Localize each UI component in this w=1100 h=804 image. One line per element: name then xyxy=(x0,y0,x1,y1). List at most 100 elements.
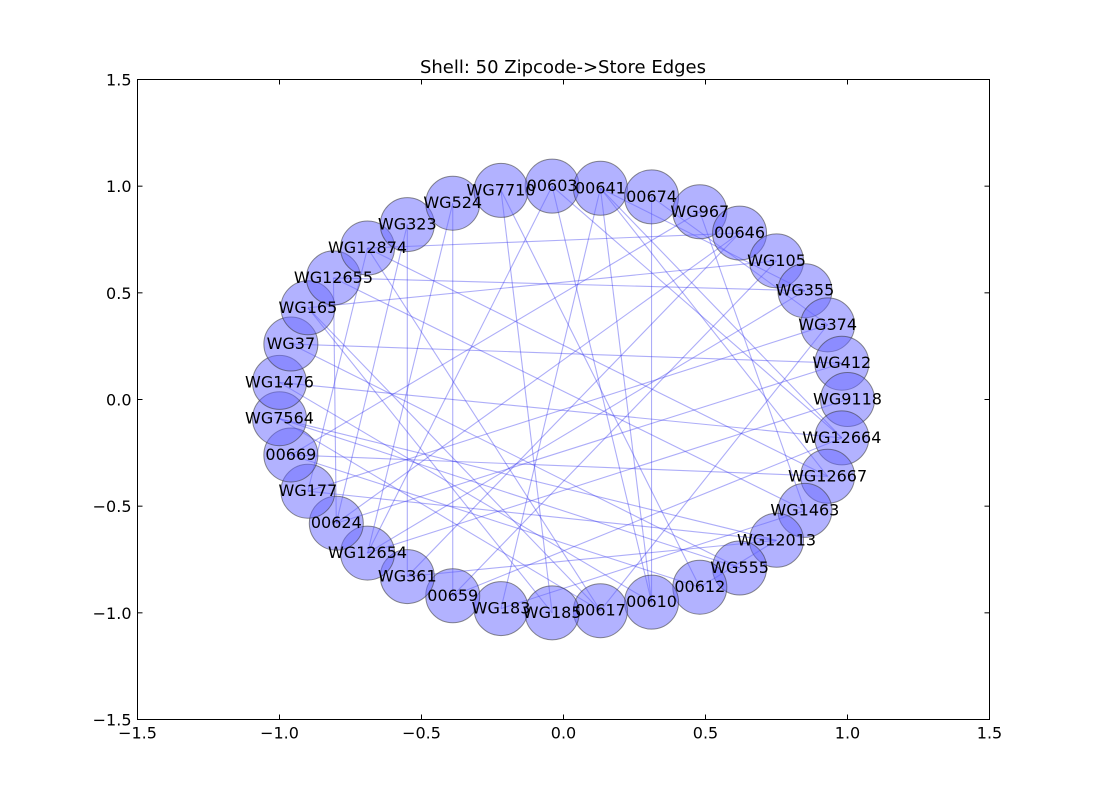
node-label: WG374 xyxy=(798,315,857,334)
y-tick-label: 1.5 xyxy=(106,71,131,90)
node-label: WG9118 xyxy=(813,390,882,409)
chart-title: Shell: 50 Zipcode->Store Edges xyxy=(420,57,706,78)
network-edge xyxy=(600,187,843,439)
node-label: WG967 xyxy=(670,202,729,221)
y-tick-label: −0.5 xyxy=(93,497,132,516)
network-edge xyxy=(551,185,843,439)
node-label: WG12667 xyxy=(788,466,867,485)
x-tick-label: 1.0 xyxy=(835,724,860,743)
node-label: 00603 xyxy=(527,176,578,195)
x-tick-label: 0.0 xyxy=(551,724,576,743)
network-edge xyxy=(279,418,601,612)
y-tick-label: −1.5 xyxy=(93,711,132,730)
network-edge xyxy=(500,190,701,588)
x-tick-label: −1.0 xyxy=(260,724,299,743)
edges-layer xyxy=(279,185,848,614)
network-node xyxy=(473,162,529,218)
network-edge xyxy=(599,187,829,477)
network-edge xyxy=(699,211,806,511)
node-label: WG185 xyxy=(523,603,582,622)
network-edge xyxy=(335,232,740,524)
y-tick-label: 1.0 xyxy=(106,177,131,196)
network-edge xyxy=(407,539,777,578)
network-edge xyxy=(307,324,828,492)
network-edge xyxy=(500,190,553,613)
network-node xyxy=(379,197,435,253)
network-edge xyxy=(279,381,842,439)
node-label: 00669 xyxy=(265,445,316,464)
network-edge xyxy=(307,260,777,309)
network-edge xyxy=(307,307,553,614)
network-edge xyxy=(290,454,828,477)
network-edge xyxy=(367,247,601,611)
network-edge xyxy=(279,418,777,541)
y-tick-label: −1.0 xyxy=(93,604,132,623)
node-label: WG12013 xyxy=(737,530,816,549)
network-edge xyxy=(500,188,601,609)
node-label: WG12874 xyxy=(328,238,407,257)
network-edge xyxy=(599,324,829,612)
node-label: 00674 xyxy=(626,187,677,206)
network-edge xyxy=(290,211,701,456)
node-label: WG177 xyxy=(279,481,338,500)
network-edge xyxy=(367,185,553,554)
network-edge xyxy=(333,277,806,511)
axes-layer: −1.5 −1.0 −0.5 0.0 0.5 1.0 1.5 −1.5 −1.0 −0.5 0.0 0… xyxy=(93,71,1003,743)
node-label: WG12655 xyxy=(294,268,373,287)
node-label: WG323 xyxy=(378,215,437,234)
network-edge xyxy=(551,186,653,603)
node-label: WG12654 xyxy=(328,543,407,562)
network-edge xyxy=(367,398,848,554)
node-label: 00646 xyxy=(714,223,765,242)
network-edge xyxy=(452,260,777,597)
network-edge xyxy=(290,343,740,569)
network-edge xyxy=(335,224,408,524)
node-label: WG7564 xyxy=(245,409,314,428)
node-label: 00612 xyxy=(674,577,725,596)
network-edge xyxy=(290,343,842,364)
network-edge xyxy=(307,307,601,612)
network-edge xyxy=(290,454,700,588)
network-edge xyxy=(367,247,828,477)
x-tick-label: 1.5 xyxy=(977,724,1002,743)
network-edge xyxy=(336,362,842,524)
node-label: WG1463 xyxy=(770,500,839,519)
node-label: 00610 xyxy=(626,592,677,611)
network-edge xyxy=(333,277,805,292)
node-label: WG37 xyxy=(267,334,316,353)
network-edge xyxy=(279,381,652,603)
nodes-layer xyxy=(252,158,875,641)
node-label: 00641 xyxy=(575,178,626,197)
node-label: WG105 xyxy=(747,251,806,270)
network-edge xyxy=(367,232,740,249)
node-label: WG12664 xyxy=(802,428,881,447)
network-edge xyxy=(279,418,740,569)
node-label: WG524 xyxy=(423,193,482,212)
node-label: 00617 xyxy=(575,601,626,620)
network-edge xyxy=(452,437,843,597)
node-label: WG555 xyxy=(710,558,769,577)
node-label: WG183 xyxy=(472,599,531,618)
network-edge xyxy=(307,490,777,541)
node-label: WG1476 xyxy=(245,372,314,391)
node-label: WG355 xyxy=(776,281,835,300)
x-tick-label: −1.5 xyxy=(118,724,157,743)
y-tick-label: 0.5 xyxy=(106,284,131,303)
network-edge xyxy=(332,277,337,524)
network-edge xyxy=(599,188,653,603)
network-edge xyxy=(406,232,740,577)
node-label: WG361 xyxy=(378,567,437,586)
x-tick-label: −0.5 xyxy=(402,724,441,743)
network-edge xyxy=(367,203,454,554)
x-tick-label: 0.5 xyxy=(693,724,718,743)
y-tick-label: 0.0 xyxy=(106,391,131,410)
network-edge xyxy=(367,290,806,554)
node-label: WG412 xyxy=(812,353,871,372)
node-label: WG165 xyxy=(279,298,338,317)
node-label: 00659 xyxy=(427,586,478,605)
node-label: 00624 xyxy=(311,513,362,532)
node-label: WG7710 xyxy=(467,180,536,199)
